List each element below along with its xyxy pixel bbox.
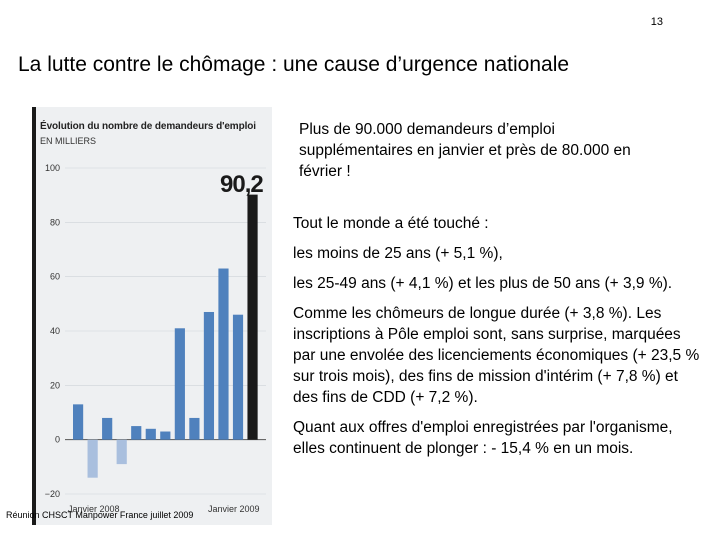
slide-number: 13 bbox=[650, 16, 663, 28]
body-paragraph: Quant aux offres d'emploi enregistrées p… bbox=[293, 419, 673, 457]
chart-bar bbox=[247, 194, 258, 440]
lead-paragraph: Plus de 90.000 demandeurs d’emploi suppl… bbox=[299, 121, 631, 180]
footer-note: Réunion CHSCT Manpower France juillet 20… bbox=[6, 510, 194, 520]
chart-left-strip bbox=[32, 107, 36, 525]
chart-highlight-label: 90,2 bbox=[220, 171, 264, 198]
chart-title: Évolution du nombre de demandeurs d'empl… bbox=[40, 121, 256, 132]
chart-bar bbox=[87, 439, 98, 478]
chart-ylabel: EN MILLIERS bbox=[40, 136, 97, 146]
chart-bar bbox=[131, 426, 142, 440]
body-paragraph: Tout le monde a été touché : bbox=[293, 215, 489, 232]
chart-bar bbox=[174, 328, 185, 440]
body-text: Tout le monde a été touché : les moins d… bbox=[293, 213, 703, 468]
chart-bar bbox=[102, 417, 113, 440]
chart-bar bbox=[160, 431, 171, 440]
chart-bar bbox=[145, 428, 156, 440]
body-paragraph: les moins de 25 ans (+ 5,1 %), bbox=[293, 245, 503, 262]
bar-chart: 100 80 60 40 20 0 −20 Janvier 2008 Janvier 2009 bbox=[45, 163, 266, 514]
chart-bar bbox=[189, 417, 200, 440]
y-tick-label: 100 bbox=[45, 163, 60, 173]
chart-bar bbox=[73, 404, 84, 440]
body-paragraph: les 25-49 ans (+ 4,1 %) et les plus de 5… bbox=[293, 275, 673, 292]
y-tick-label: 20 bbox=[50, 380, 60, 390]
x-axis-end-label: Janvier 2009 bbox=[208, 504, 260, 514]
body-paragraph: Comme les chômeurs de longue durée (+ 3,… bbox=[293, 305, 700, 406]
y-tick-label: 0 bbox=[55, 435, 60, 445]
chart-bar bbox=[203, 311, 215, 440]
slide-title: La lutte contre le chômage : une cause d… bbox=[18, 53, 570, 76]
y-tick-label: 60 bbox=[50, 272, 60, 282]
chart-bar bbox=[218, 268, 229, 440]
y-tick-label: −20 bbox=[45, 489, 60, 499]
y-tick-label: 40 bbox=[50, 326, 60, 336]
chart-panel: 100 80 60 40 20 0 −20 Janvier 2008 Janvier 2009 … bbox=[32, 107, 272, 525]
chart-bar bbox=[232, 314, 244, 440]
chart-bar bbox=[116, 439, 127, 465]
y-tick-label: 80 bbox=[50, 217, 60, 227]
x-axis-start-label: Janvier 2008 bbox=[68, 504, 120, 514]
